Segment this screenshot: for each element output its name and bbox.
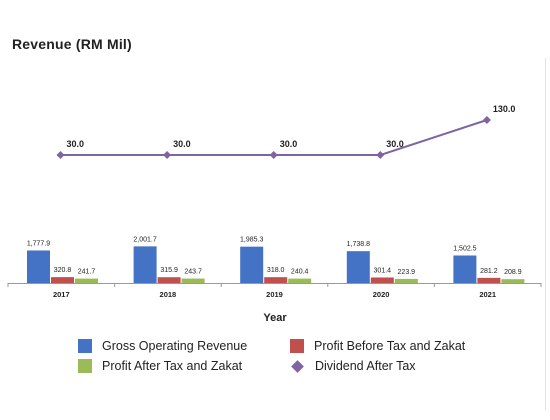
legend-diamond-dividend-after-tax: [291, 359, 304, 373]
legend-label-profit-before-tax: Profit Before Tax and Zakat: [314, 339, 466, 353]
marker-dividend-after-tax-2021: [482, 116, 491, 124]
legend: Gross Operating Revenue Profit Before Ta…: [0, 336, 550, 386]
bar-profit-before-tax-and-zakat-2019: [264, 277, 288, 283]
bar-profit-after-tax-and-zakat-2021: [501, 279, 525, 283]
legend-label-profit-after-tax: Profit After Tax and Zakat: [102, 359, 243, 373]
marker-dividend-after-tax-2020: [376, 151, 385, 159]
data-label-dividend-after-tax-2019: 30.0: [280, 139, 298, 149]
data-label-profit-before-tax-and-zakat-2018: 315.9: [160, 267, 178, 274]
data-label-profit-after-tax-and-zakat-2018: 243.7: [184, 269, 202, 276]
data-label-dividend-after-tax-2018: 30.0: [173, 139, 191, 149]
marker-dividend-after-tax-2019: [269, 151, 278, 159]
x-tick-label-2020: 2020: [373, 290, 390, 299]
data-label-dividend-after-tax-2021: 130.0: [493, 104, 516, 114]
bar-profit-after-tax-and-zakat-2017: [75, 278, 98, 283]
line-dividend-after-tax: [60, 119, 488, 156]
x-tick-label-2018: 2018: [160, 290, 177, 299]
data-label-profit-after-tax-and-zakat-2017: 241.7: [78, 269, 96, 276]
bar-gross-operating-revenue-2019: [240, 246, 264, 283]
marker-dividend-after-tax-2018: [163, 151, 172, 159]
legend-swatch-profit-after-tax: [78, 359, 92, 373]
data-label-profit-after-tax-and-zakat-2020: 223.9: [398, 269, 416, 276]
legend-swatch-gross-operating-revenue: [78, 339, 92, 353]
legend-item-gross-operating-revenue: Gross Operating Revenue: [78, 339, 247, 353]
x-axis-title: Year: [263, 312, 287, 324]
bar-gross-operating-revenue-2020: [346, 251, 370, 283]
data-label-profit-after-tax-and-zakat-2021: 208.9: [504, 269, 522, 276]
bar-profit-before-tax-and-zakat-2018: [157, 277, 181, 283]
bar-profit-before-tax-and-zakat-2021: [477, 277, 501, 283]
chart-title: Revenue (RM Mil): [12, 36, 132, 52]
bar-profit-after-tax-and-zakat-2018: [181, 278, 205, 283]
legend-item-profit-before-tax: Profit Before Tax and Zakat: [290, 339, 465, 353]
data-label-profit-before-tax-and-zakat-2020: 301.4: [374, 267, 392, 274]
legend-swatch-profit-before-tax: [290, 339, 304, 353]
bar-profit-after-tax-and-zakat-2019: [288, 278, 312, 283]
data-label-dividend-after-tax-2020: 30.0: [386, 139, 404, 149]
bar-profit-after-tax-and-zakat-2020: [394, 278, 418, 283]
data-label-profit-before-tax-and-zakat-2021: 281.2: [480, 268, 498, 275]
data-label-gross-operating-revenue-2021: 1,502.5: [453, 246, 476, 253]
legend-label-gross-operating-revenue: Gross Operating Revenue: [102, 339, 248, 353]
x-tick-label-2017: 2017: [53, 290, 70, 299]
x-tick-label-2021: 2021: [479, 290, 496, 299]
x-tick-label-2019: 2019: [266, 290, 283, 299]
data-label-gross-operating-revenue-2019: 1,985.3: [240, 237, 263, 244]
marker-dividend-after-tax-2017: [56, 151, 65, 159]
data-label-profit-after-tax-and-zakat-2019: 240.4: [291, 269, 309, 276]
right-edge-line: [545, 58, 546, 410]
bar-gross-operating-revenue-2021: [453, 255, 477, 283]
data-label-dividend-after-tax-2017: 30.0: [67, 139, 85, 149]
chart-plot: 1,777.9 320.8 241.7 2017 2,001.7 315.9 243.7 20…: [7, 104, 542, 299]
bar-gross-operating-revenue-2018: [133, 246, 157, 283]
legend-item-dividend-after-tax: Dividend After Tax: [290, 359, 416, 373]
bar-profit-before-tax-and-zakat-2020: [370, 277, 394, 283]
data-label-profit-before-tax-and-zakat-2019: 318.0: [267, 267, 285, 274]
data-label-profit-before-tax-and-zakat-2017: 320.8: [54, 267, 72, 274]
legend-item-profit-after-tax: Profit After Tax and Zakat: [78, 359, 242, 373]
data-label-gross-operating-revenue-2018: 2,001.7: [133, 236, 156, 243]
bar-profit-before-tax-and-zakat-2017: [51, 277, 74, 283]
legend-label-dividend-after-tax: Dividend After Tax: [315, 359, 416, 373]
data-label-gross-operating-revenue-2017: 1,777.9: [27, 240, 50, 247]
data-label-gross-operating-revenue-2020: 1,738.8: [347, 241, 370, 248]
bar-gross-operating-revenue-2017: [27, 250, 50, 283]
